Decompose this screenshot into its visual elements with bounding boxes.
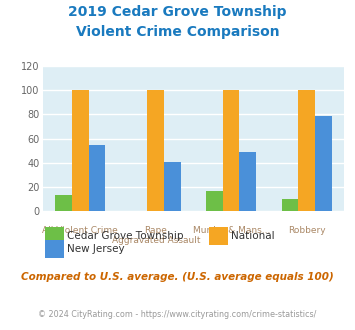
Text: Aggravated Assault: Aggravated Assault [111, 236, 200, 245]
Bar [240, 152, 256, 211]
Text: New Jersey: New Jersey [67, 244, 125, 254]
Bar [223, 90, 240, 211]
Bar [315, 115, 332, 211]
Text: Robbery: Robbery [288, 226, 326, 235]
Bar [89, 145, 105, 211]
Text: Compared to U.S. average. (U.S. average equals 100): Compared to U.S. average. (U.S. average … [21, 272, 334, 282]
Bar [298, 90, 315, 211]
Text: Murder & Mans...: Murder & Mans... [192, 226, 270, 235]
Text: National: National [231, 231, 274, 241]
Text: Cedar Grove Township: Cedar Grove Township [67, 231, 184, 241]
Text: Rape: Rape [144, 226, 167, 235]
Bar [147, 90, 164, 211]
Text: 2019 Cedar Grove Township: 2019 Cedar Grove Township [68, 5, 287, 19]
Bar [55, 195, 72, 211]
Bar [72, 90, 89, 211]
Bar [206, 191, 223, 211]
Text: All Violent Crime: All Violent Crime [43, 226, 118, 235]
Text: Violent Crime Comparison: Violent Crime Comparison [76, 25, 279, 39]
Bar [282, 199, 298, 211]
Bar [164, 162, 181, 211]
Text: © 2024 CityRating.com - https://www.cityrating.com/crime-statistics/: © 2024 CityRating.com - https://www.city… [38, 310, 317, 319]
